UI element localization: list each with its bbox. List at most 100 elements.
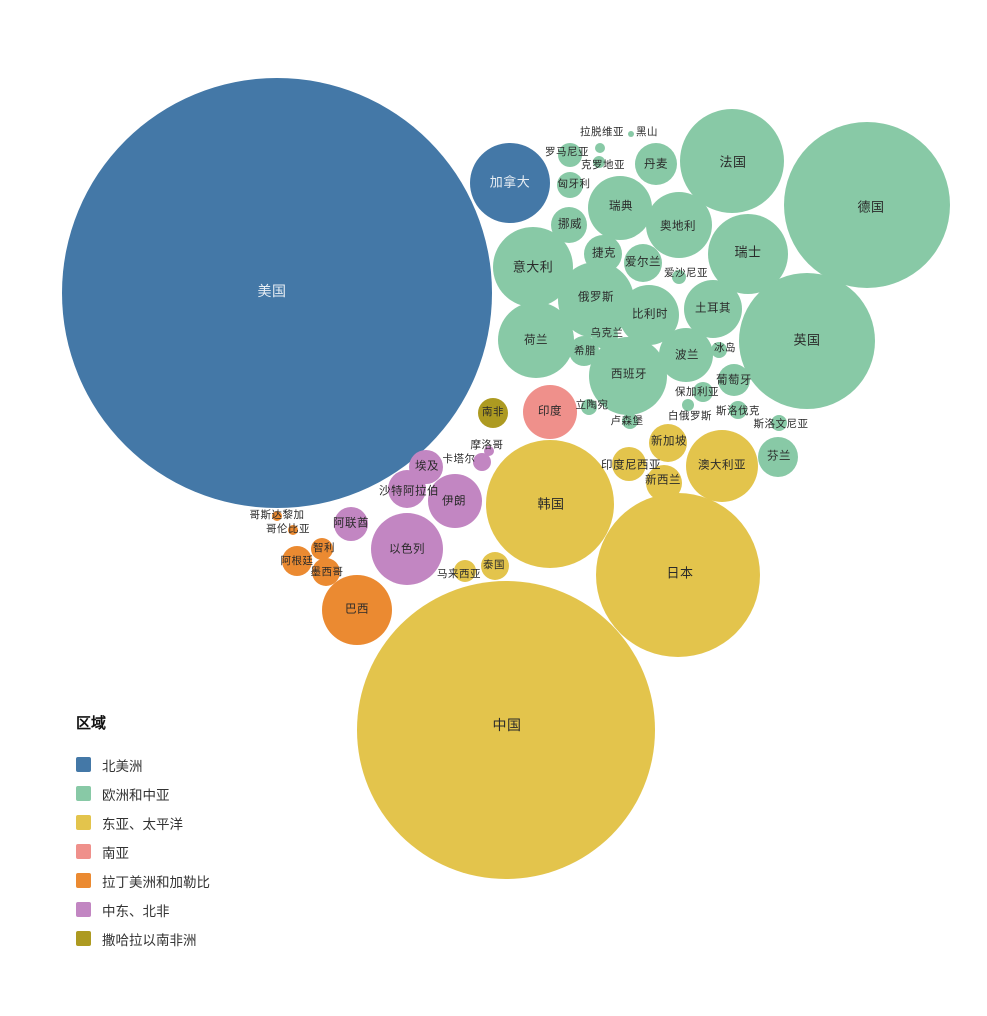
bubble-label-葡萄牙: 葡萄牙 [716, 372, 752, 387]
bubble-拉脱维亚[interactable] [595, 143, 605, 153]
bubble-澳大利亚[interactable] [686, 430, 758, 502]
bubble-冰岛[interactable] [711, 342, 727, 358]
legend: 区域 北美洲 欧洲和中亚 东亚、太平洋 南亚 拉丁美洲和加勒比 中东、北非 撒哈拉以南非洲 [76, 712, 210, 960]
bubble-日本[interactable] [596, 493, 760, 657]
bubble-label-哥斯达黎加: 哥斯达黎加 [249, 508, 305, 521]
bubble-西班牙[interactable] [589, 337, 667, 415]
bubble-label-奥地利: 奥地利 [660, 218, 696, 233]
bubble-荷兰[interactable] [498, 302, 574, 378]
bubble-label-智利: 智利 [313, 541, 335, 554]
legend-label: 中东、北非 [102, 903, 170, 920]
bubble-立陶宛[interactable] [581, 399, 597, 415]
bubble-英国[interactable] [739, 273, 875, 409]
legend-item-南亚[interactable]: 南亚 [76, 844, 210, 862]
bubble-label-南非: 南非 [482, 405, 504, 418]
bubble-label-乌克兰: 乌克兰 [590, 326, 624, 339]
legend-item-撒哈拉以南非洲[interactable]: 撒哈拉以南非洲 [76, 931, 210, 949]
bubble-罗马尼亚[interactable] [558, 143, 582, 167]
bubble-label-挪威: 挪威 [558, 216, 582, 231]
bubble-芬兰[interactable] [758, 437, 798, 477]
bubble-label-巴西: 巴西 [345, 601, 369, 616]
bubble-匈牙利[interactable] [557, 172, 583, 198]
bubble-美国[interactable] [62, 78, 492, 508]
legend-item-东亚、太平洋[interactable]: 东亚、太平洋 [76, 815, 210, 833]
bubble-label-比利时: 比利时 [632, 306, 668, 321]
bubble-斯洛伐克[interactable] [729, 401, 747, 419]
bubble-马来西亚[interactable] [454, 560, 476, 582]
bubble-法国[interactable] [680, 109, 784, 213]
bubble-埃及[interactable] [409, 450, 443, 484]
bubble-label-摩洛哥: 摩洛哥 [470, 438, 504, 451]
bubble-label-印度: 印度 [538, 403, 562, 418]
bubble-爱沙尼亚[interactable] [672, 270, 686, 284]
bubble-label-黑山: 黑山 [636, 125, 658, 138]
bubble-label-加拿大: 加拿大 [489, 175, 531, 191]
bubble-南非[interactable] [478, 398, 508, 428]
bubble-克罗地亚[interactable] [593, 156, 605, 168]
bubble-label-斯洛伐克: 斯洛伐克 [716, 404, 760, 417]
bubble-韩国[interactable] [486, 440, 614, 568]
bubble-瑞典[interactable] [588, 176, 652, 240]
bubble-卢森堡[interactable] [622, 413, 638, 429]
bubble-智利[interactable] [311, 538, 333, 560]
legend-item-北美洲[interactable]: 北美洲 [76, 757, 210, 775]
bubble-德国[interactable] [784, 122, 950, 288]
bubble-label-白俄罗斯: 白俄罗斯 [668, 409, 712, 422]
legend-label: 拉丁美洲和加勒比 [102, 874, 210, 891]
bubble-白俄罗斯[interactable] [682, 399, 694, 411]
bubble-label-拉脱维亚: 拉脱维亚 [580, 125, 624, 138]
bubble-label-爱尔兰: 爱尔兰 [625, 254, 661, 269]
bubble-label-以色列: 以色列 [389, 541, 425, 556]
bubble-摩洛哥[interactable] [484, 446, 494, 456]
legend-swatch [76, 844, 91, 859]
bubble-印度尼西亚[interactable] [612, 447, 646, 481]
bubble-爱尔兰[interactable] [624, 244, 662, 282]
bubble-哥伦比亚[interactable] [288, 525, 298, 535]
legend-item-中东、北非[interactable]: 中东、北非 [76, 902, 210, 920]
legend-swatch [76, 815, 91, 830]
bubble-加拿大[interactable] [470, 143, 550, 223]
bubble-挪威[interactable] [551, 207, 587, 243]
bubble-阿联酋[interactable] [334, 507, 368, 541]
bubble-波兰[interactable] [659, 328, 713, 382]
legend-item-欧洲和中亚[interactable]: 欧洲和中亚 [76, 786, 210, 804]
bubble-label-韩国: 韩国 [537, 497, 565, 513]
bubble-label-瑞典: 瑞典 [609, 198, 633, 213]
bubble-阿根廷[interactable] [282, 546, 312, 576]
bubble-label-卢森堡: 卢森堡 [610, 414, 644, 427]
legend-label: 欧洲和中亚 [102, 787, 170, 804]
bubble-新西兰[interactable] [646, 465, 682, 501]
bubble-斯洛文尼亚[interactable] [771, 415, 787, 431]
bubble-葡萄牙[interactable] [718, 364, 750, 396]
legend-item-拉丁美洲和加勒比[interactable]: 拉丁美洲和加勒比 [76, 873, 210, 891]
bubble-以色列[interactable] [371, 513, 443, 585]
bubble-卡塔尔[interactable] [473, 453, 491, 471]
bubble-label-哥伦比亚: 哥伦比亚 [266, 522, 310, 535]
bubble-黑山[interactable] [628, 131, 634, 137]
bubble-乌克兰[interactable] [592, 323, 618, 349]
bubble-label-土耳其: 土耳其 [695, 300, 731, 315]
bubble-label-卡塔尔: 卡塔尔 [442, 452, 476, 465]
bubble-label-德国: 德国 [857, 200, 885, 216]
bubble-奥地利[interactable] [646, 192, 712, 258]
bubble-label-澳大利亚: 澳大利亚 [698, 457, 746, 472]
bubble-label-泰国: 泰国 [483, 558, 505, 571]
bubble-label-墨西哥: 墨西哥 [310, 565, 344, 578]
bubble-保加利亚[interactable] [693, 382, 713, 402]
bubble-伊朗[interactable] [428, 474, 482, 528]
bubble-label-沙特阿拉伯: 沙特阿拉伯 [379, 483, 439, 498]
bubble-label-阿根廷: 阿根廷 [280, 554, 314, 567]
bubble-巴西[interactable] [322, 575, 392, 645]
bubble-捷克[interactable] [584, 235, 622, 273]
bubble-label-新西兰: 新西兰 [645, 472, 681, 487]
bubble-墨西哥[interactable] [312, 558, 340, 586]
legend-swatch [76, 902, 91, 917]
bubble-印度[interactable] [523, 385, 577, 439]
bubble-哥斯达黎加[interactable] [272, 511, 282, 521]
bubble-label-克罗地亚: 克罗地亚 [581, 158, 625, 171]
bubble-丹麦[interactable] [635, 143, 677, 185]
bubble-中国[interactable] [357, 581, 655, 879]
bubble-泰国[interactable] [481, 552, 509, 580]
bubble-label-意大利: 意大利 [512, 260, 554, 276]
bubble-新加坡[interactable] [649, 424, 687, 462]
